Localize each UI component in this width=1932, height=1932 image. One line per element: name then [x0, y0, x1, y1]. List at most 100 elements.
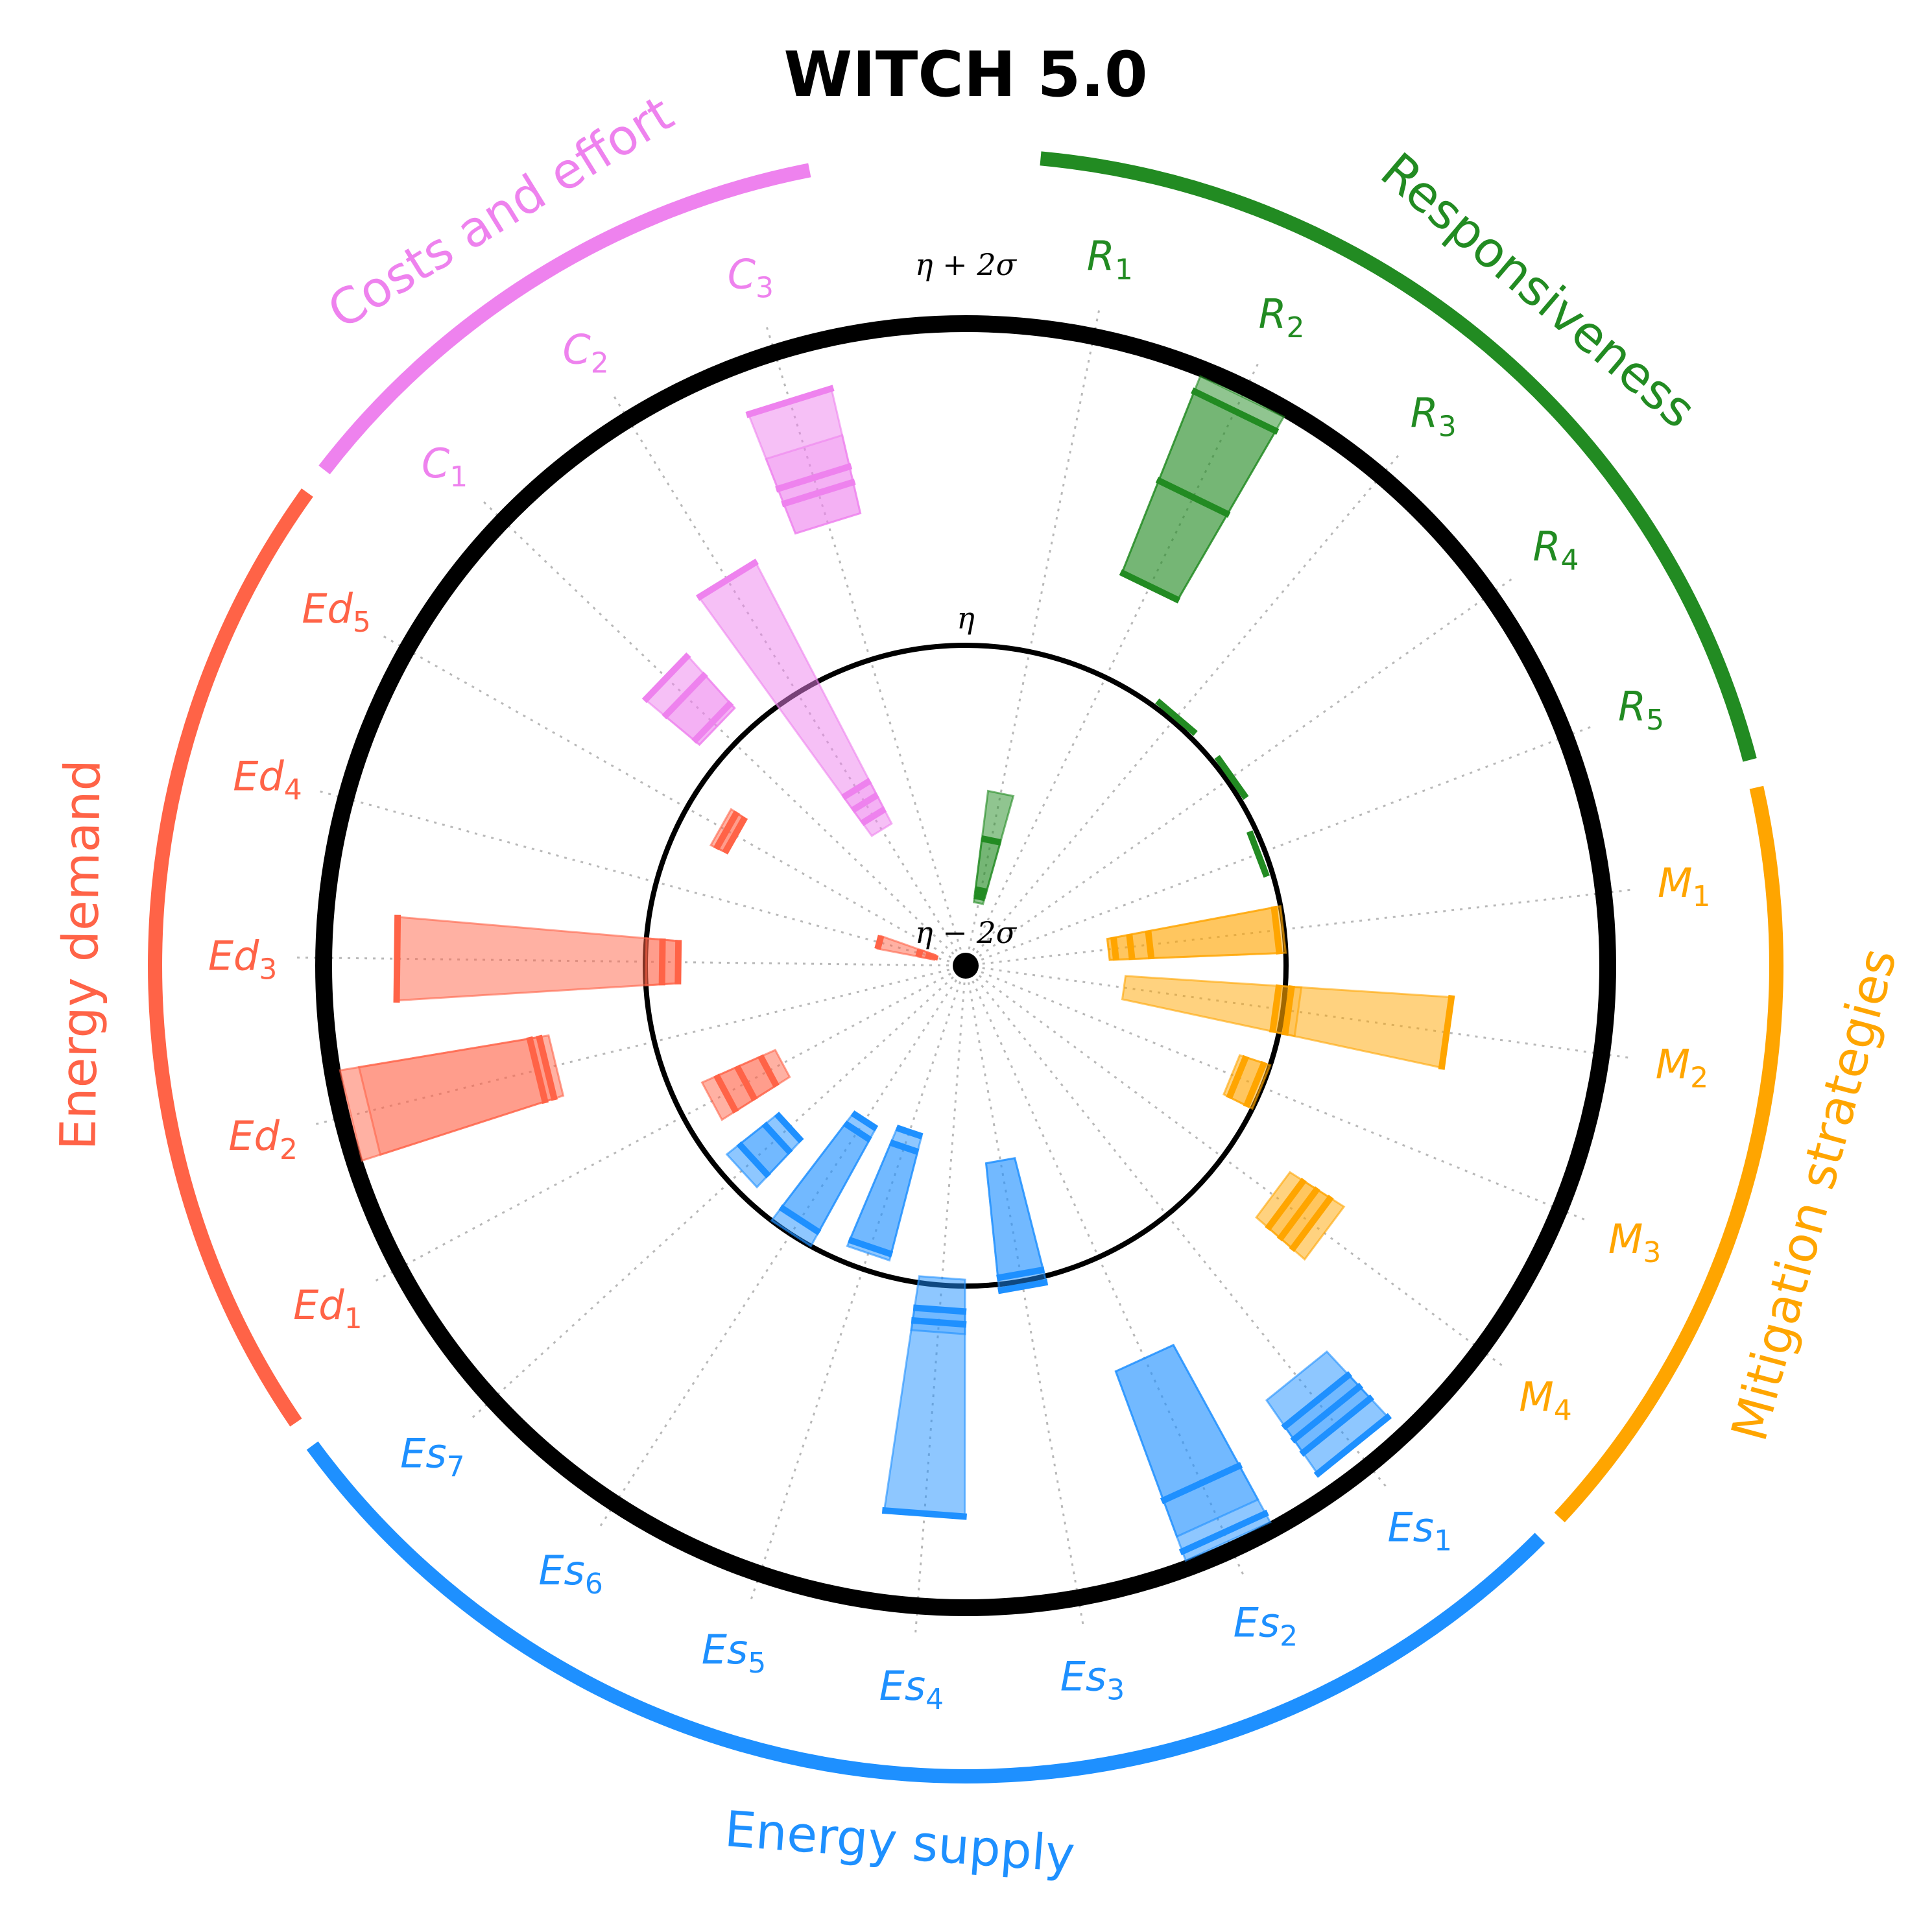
grid-line: [468, 964, 967, 1422]
bar-mark: [874, 935, 885, 950]
indicator-label-es2: Es2: [1234, 1599, 1298, 1653]
indicator-label-es1: Es1: [1387, 1504, 1451, 1558]
grid-line: [310, 964, 966, 1127]
indicator-label-ed5: Ed5: [302, 585, 371, 639]
indicator-label-m3: M3: [1608, 1215, 1662, 1269]
bars-layer: [339, 375, 1455, 1562]
bar-mark: [911, 1317, 967, 1328]
indicator-label-c3: C3: [728, 250, 774, 304]
bar-mark: [1289, 1195, 1334, 1252]
bar-mark: [850, 1110, 879, 1132]
grid-line: [965, 888, 1636, 967]
bar-mark: [658, 938, 666, 986]
indicator-labels: R1 R2 R3 R4 R5 M1 M2 M3 M4 Es1 Es2 Es3 Es4 Es5 Es6 Es7 E…: [208, 232, 1711, 1716]
indicator-label-m2: M2: [1656, 1040, 1709, 1094]
indicator-label-es7: Es7: [400, 1429, 464, 1483]
bar-mark: [1160, 1462, 1243, 1505]
bar-mark: [895, 1125, 924, 1140]
bar-mark: [1126, 933, 1136, 960]
indicator-label-ed3: Ed3: [208, 932, 278, 986]
bar-mark: [775, 462, 853, 493]
grid-line: [965, 575, 1517, 967]
indicator-label-r4: R4: [1532, 523, 1579, 577]
outer-circle: [315, 315, 1616, 1616]
indicator-label-r2: R2: [1258, 291, 1304, 344]
bar-mark: [1191, 387, 1280, 435]
bar-mark: [996, 1266, 1045, 1282]
indicator-label-r3: R3: [1411, 390, 1457, 444]
bar-mark: [713, 810, 740, 851]
grid-line: [964, 358, 1261, 966]
bar-mark: [997, 1278, 1049, 1294]
bar-mark: [393, 914, 401, 1003]
bar-mark: [781, 478, 856, 508]
indicator-label-m1: M1: [1658, 859, 1711, 913]
bar-mark: [761, 1121, 793, 1155]
bar-band: [765, 434, 862, 535]
bar-mark: [1178, 1509, 1269, 1556]
bar-mark: [1269, 984, 1283, 1033]
grid-line: [965, 724, 1597, 967]
outer-circle-label: η + 2σ: [915, 247, 1018, 282]
center-dot: [953, 953, 979, 979]
bar-band: [357, 1036, 556, 1156]
bar-mark: [722, 815, 748, 855]
indicator-label-es5: Es5: [702, 1626, 766, 1680]
bar-range: [972, 789, 1015, 905]
indicator-label-ed1: Ed1: [293, 1282, 363, 1335]
group-arc: [306, 1441, 1545, 1783]
group-label: Energy demand: [49, 759, 111, 1151]
bar-mark: [1110, 936, 1119, 961]
bar-mark: [1119, 569, 1181, 604]
bar-mark: [1226, 1055, 1250, 1100]
inner-circle-label: η − 2σ: [915, 915, 1018, 950]
bar-mark: [691, 700, 734, 744]
bar-mark: [1214, 755, 1249, 800]
bar-mark: [1281, 1371, 1353, 1431]
indicator-label-ed2: Ed2: [228, 1112, 298, 1166]
bar-mark: [1282, 984, 1295, 1036]
grid-line: [596, 965, 967, 1532]
bar-band: [1114, 1344, 1259, 1538]
bar-mark: [778, 1204, 822, 1235]
bar-mark: [757, 1054, 780, 1088]
middle-circle-label: η: [957, 601, 975, 636]
bar-mark: [774, 1112, 804, 1143]
grid-line: [314, 789, 966, 967]
bar-mark: [1299, 1394, 1375, 1457]
bar-mark: [1438, 995, 1455, 1070]
bar-mark: [981, 835, 1002, 846]
indicator-label-c1: C1: [422, 440, 468, 494]
bar-mark: [733, 1064, 758, 1102]
indicator-label-es3: Es3: [1060, 1653, 1125, 1707]
bar-mark: [526, 1036, 549, 1104]
bar-mark: [931, 954, 939, 961]
bar-mark: [1155, 698, 1198, 736]
center-dot-layer: [953, 953, 979, 979]
bar-mark: [841, 778, 872, 800]
group-arc: [318, 163, 811, 475]
group-arc: [1040, 151, 1757, 762]
bar-mark: [736, 1141, 771, 1179]
grid-line: [479, 497, 967, 967]
bar-mark: [1155, 477, 1231, 518]
group-arc: [148, 488, 313, 1427]
bar-mark: [1243, 1060, 1268, 1108]
bar-mark: [881, 1507, 968, 1520]
bar-mark: [842, 1120, 872, 1143]
bar-mark: [1270, 905, 1283, 955]
bar-mark: [745, 385, 835, 418]
bar-mark: [924, 951, 933, 960]
bar-mark: [889, 1139, 920, 1155]
bar-range: [395, 916, 680, 1002]
bar-mark: [662, 671, 708, 720]
bar-mark: [1265, 1177, 1307, 1231]
bar-mark: [915, 948, 924, 958]
grid-line: [964, 304, 1101, 966]
bar-band: [984, 1157, 1045, 1280]
indicator-label-es6: Es6: [538, 1547, 602, 1601]
bar-mark: [850, 792, 879, 813]
chart-title: WITCH 5.0: [783, 38, 1147, 111]
indicator-label-es4: Es4: [879, 1662, 944, 1716]
